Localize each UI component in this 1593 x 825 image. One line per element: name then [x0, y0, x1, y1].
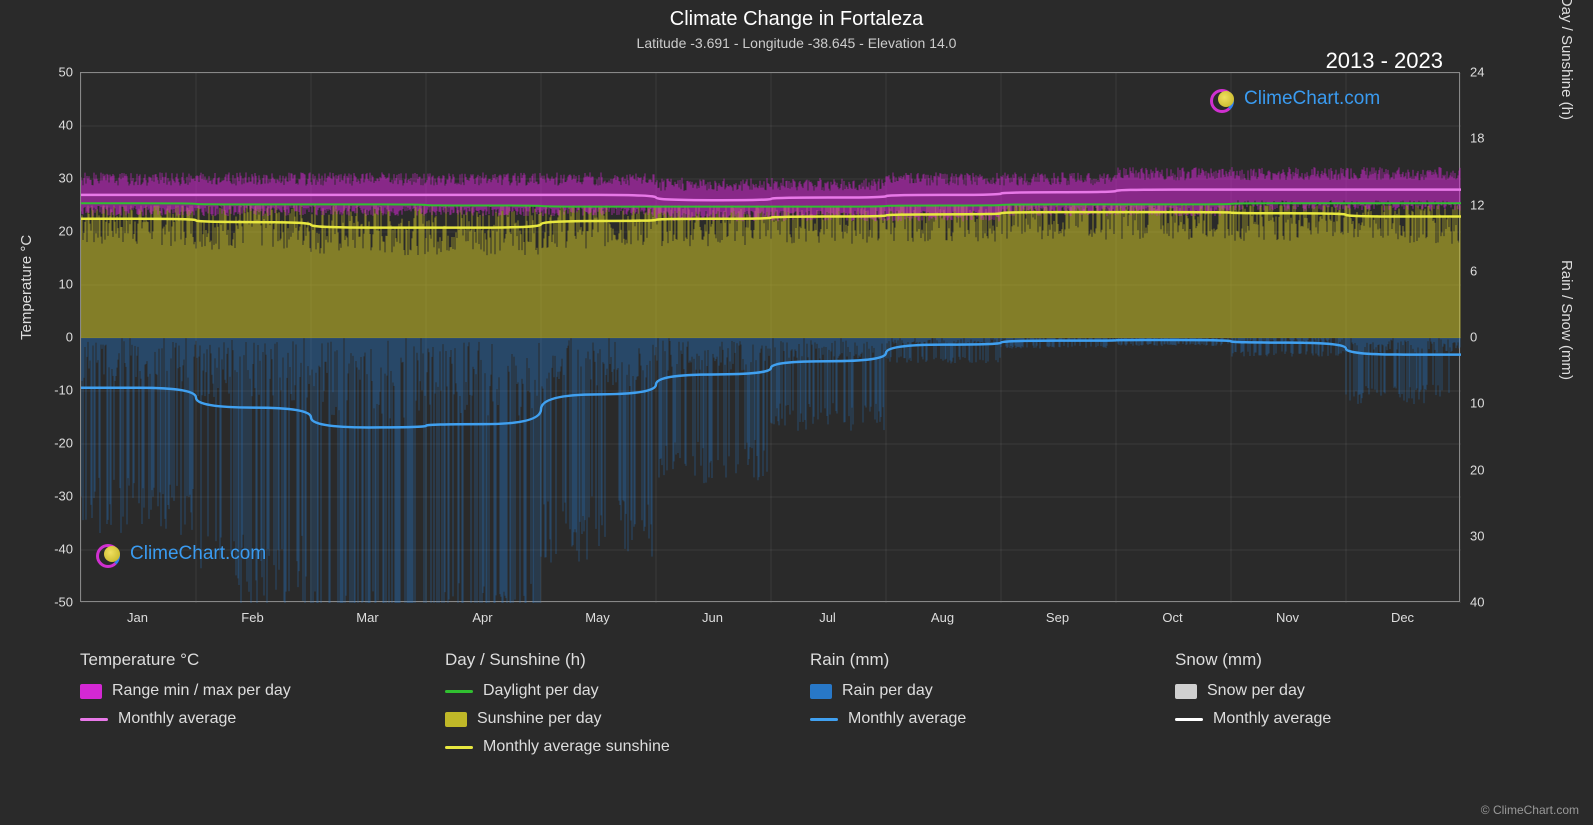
temp-tick: -30 [33, 489, 73, 504]
legend-item-temp-range: Range min / max per day [80, 682, 405, 700]
month-tick: Jan [127, 610, 148, 625]
legend-label: Rain per day [842, 682, 933, 700]
climate-chart: Climate Change in Fortaleza Latitude -3.… [0, 0, 1593, 825]
temp-tick: 30 [33, 171, 73, 186]
swatch-sunshine [445, 712, 467, 727]
month-tick: Sep [1046, 610, 1069, 625]
legend-item-sunshine: Sunshine per day [445, 710, 770, 728]
swatch-sunshine-avg [445, 746, 473, 749]
daysun-tick: 0 [1470, 330, 1510, 345]
legend-col-temp: Temperature °C Range min / max per day M… [80, 650, 405, 766]
logo-bottom-left: ClimeChart.com [96, 540, 266, 568]
legend-label: Snow per day [1207, 682, 1305, 700]
legend-heading-temp: Temperature °C [80, 650, 405, 670]
plot-area [80, 72, 1460, 602]
legend-item-daylight: Daylight per day [445, 682, 770, 700]
month-tick: Oct [1162, 610, 1182, 625]
copyright: © ClimeChart.com [1481, 803, 1579, 817]
temp-tick: 10 [33, 277, 73, 292]
legend-heading-snow: Snow (mm) [1175, 650, 1500, 670]
logo-top-right: ClimeChart.com [1210, 85, 1380, 113]
swatch-temp-range [80, 684, 102, 699]
temp-tick: 50 [33, 65, 73, 80]
temp-tick: 20 [33, 224, 73, 239]
year-range: 2013 - 2023 [1326, 48, 1443, 74]
month-tick: Dec [1391, 610, 1414, 625]
month-tick: Mar [356, 610, 378, 625]
logo-text: ClimeChart.com [130, 543, 266, 565]
daysun-tick: 6 [1470, 263, 1510, 278]
logo-text: ClimeChart.com [1244, 88, 1380, 110]
climechart-icon [96, 540, 124, 568]
legend-label: Daylight per day [483, 682, 599, 700]
swatch-snow [1175, 684, 1197, 699]
rain-tick: 20 [1470, 462, 1510, 477]
temp-tick: -20 [33, 436, 73, 451]
legend-item-rain-avg: Monthly average [810, 710, 1135, 728]
rain-tick: 40 [1470, 595, 1510, 610]
temp-tick: -50 [33, 595, 73, 610]
legend-label: Monthly average [1213, 710, 1331, 728]
legend-item-snow: Snow per day [1175, 682, 1500, 700]
legend-col-daysun: Day / Sunshine (h) Daylight per day Suns… [445, 650, 770, 766]
rain-tick: 10 [1470, 396, 1510, 411]
swatch-snow-avg [1175, 718, 1203, 721]
temp-tick: -40 [33, 542, 73, 557]
daysun-tick: 18 [1470, 131, 1510, 146]
month-tick: May [585, 610, 610, 625]
month-tick: Jul [819, 610, 836, 625]
swatch-rain [810, 684, 832, 699]
month-tick: Feb [241, 610, 263, 625]
legend-item-temp-avg: Monthly average [80, 710, 405, 728]
legend-label: Monthly average [848, 710, 966, 728]
climechart-icon [1210, 85, 1238, 113]
temp-tick: -10 [33, 383, 73, 398]
legend-label: Monthly average [118, 710, 236, 728]
month-tick: Jun [702, 610, 723, 625]
legend-label: Monthly average sunshine [483, 738, 670, 756]
legend-item-snow-avg: Monthly average [1175, 710, 1500, 728]
y-axis-right-label-top: Day / Sunshine (h) [1558, 0, 1575, 120]
swatch-temp-avg [80, 718, 108, 721]
swatch-daylight [445, 690, 473, 693]
legend-col-snow: Snow (mm) Snow per day Monthly average [1175, 650, 1500, 766]
rain-tick: 30 [1470, 528, 1510, 543]
y-axis-right-label-bottom: Rain / Snow (mm) [1558, 260, 1575, 380]
month-tick: Nov [1276, 610, 1299, 625]
legend-item-sunshine-avg: Monthly average sunshine [445, 738, 770, 756]
chart-title: Climate Change in Fortaleza [0, 8, 1593, 31]
month-tick: Aug [931, 610, 954, 625]
swatch-rain-avg [810, 718, 838, 721]
daysun-tick: 24 [1470, 65, 1510, 80]
daysun-tick: 12 [1470, 197, 1510, 212]
legend-heading-rain: Rain (mm) [810, 650, 1135, 670]
temp-tick: 0 [33, 330, 73, 345]
legend-label: Sunshine per day [477, 710, 602, 728]
legend-item-rain: Rain per day [810, 682, 1135, 700]
temp-tick: 40 [33, 118, 73, 133]
legend-col-rain: Rain (mm) Rain per day Monthly average [810, 650, 1135, 766]
legend-heading-daysun: Day / Sunshine (h) [445, 650, 770, 670]
legend-label: Range min / max per day [112, 682, 291, 700]
legend: Temperature °C Range min / max per day M… [80, 650, 1500, 766]
month-tick: Apr [472, 610, 492, 625]
